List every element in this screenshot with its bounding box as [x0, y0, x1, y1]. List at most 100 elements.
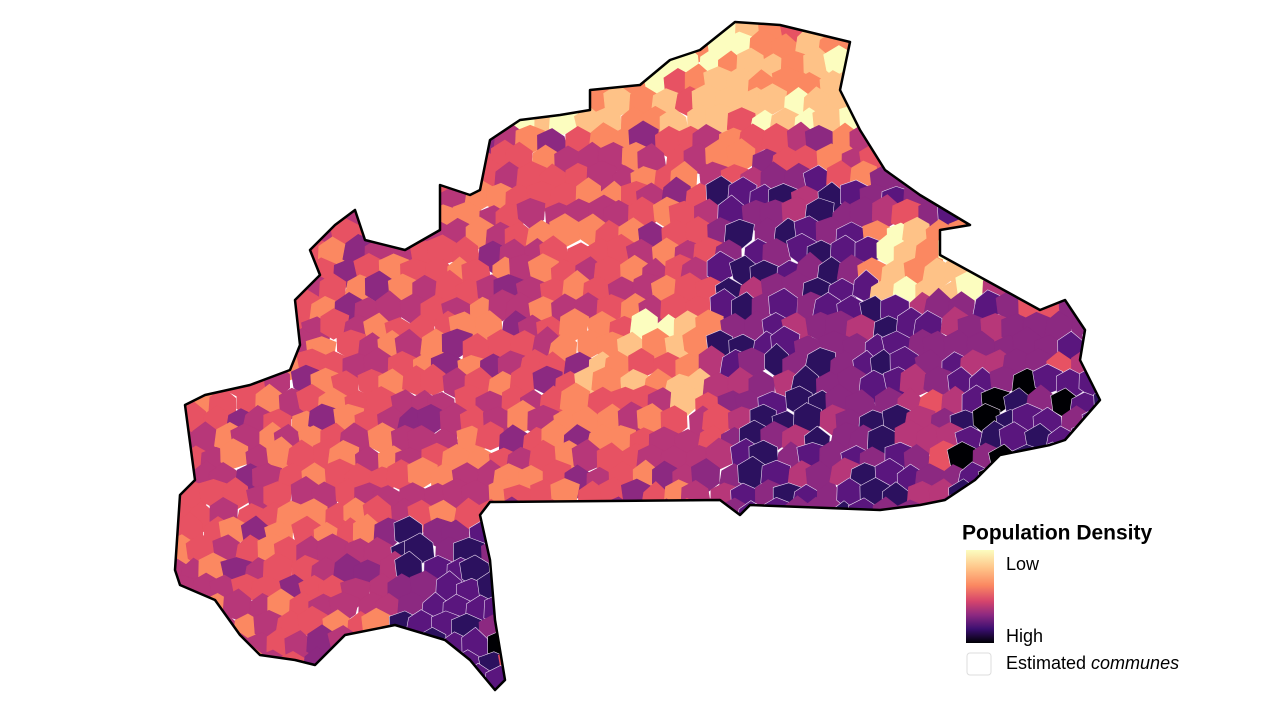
commune	[175, 574, 197, 603]
commune	[235, 197, 265, 231]
commune	[518, 22, 548, 48]
commune	[540, 648, 572, 684]
commune	[1055, 148, 1088, 177]
commune	[663, 557, 695, 589]
legend-estimated-italic: communes	[1091, 653, 1179, 673]
commune	[660, 589, 692, 625]
commune	[188, 161, 217, 195]
commune	[1045, 613, 1075, 646]
commune	[923, 71, 953, 105]
commune	[299, 50, 330, 84]
commune	[175, 22, 183, 31]
commune	[252, 22, 281, 49]
commune	[189, 47, 220, 84]
commune	[275, 195, 307, 230]
commune	[915, 22, 947, 45]
commune	[175, 47, 199, 84]
commune	[229, 120, 260, 153]
commune	[178, 109, 210, 142]
commune	[430, 90, 459, 122]
commune	[224, 297, 255, 331]
commune	[390, 50, 419, 82]
commune	[175, 49, 178, 84]
commune	[363, 200, 395, 230]
commune	[813, 634, 842, 664]
commune	[375, 627, 406, 659]
commune	[488, 556, 520, 588]
commune	[899, 35, 931, 69]
commune	[1022, 89, 1053, 121]
commune	[142, 609, 173, 643]
commune	[505, 29, 537, 65]
commune	[1093, 310, 1100, 344]
commune	[1037, 22, 1069, 25]
commune	[181, 213, 211, 248]
commune	[205, 29, 232, 60]
commune	[1082, 326, 1100, 359]
commune	[736, 646, 766, 678]
commune	[990, 253, 1021, 284]
commune	[175, 349, 198, 383]
commune	[175, 196, 197, 229]
commune	[251, 239, 283, 275]
commune	[917, 127, 946, 159]
commune	[752, 22, 783, 25]
commune	[419, 104, 451, 138]
commune	[423, 22, 450, 28]
commune	[659, 627, 690, 661]
commune	[752, 626, 781, 660]
commune	[857, 35, 887, 66]
commune	[357, 69, 389, 103]
commune	[850, 614, 878, 647]
commune	[371, 26, 404, 62]
commune	[453, 22, 483, 44]
commune	[1048, 122, 1079, 153]
commune	[188, 233, 220, 268]
commune	[621, 667, 651, 690]
commune	[571, 666, 602, 690]
commune	[438, 71, 471, 101]
commune	[230, 238, 258, 274]
commune	[454, 48, 484, 83]
commune	[804, 645, 834, 679]
commune	[847, 646, 878, 679]
commune	[1037, 550, 1066, 584]
commune	[881, 22, 913, 29]
commune	[496, 575, 528, 608]
commune	[1023, 573, 1054, 609]
commune	[1022, 236, 1054, 270]
commune	[549, 668, 580, 690]
commune	[477, 88, 509, 118]
commune	[175, 400, 184, 435]
commune	[971, 142, 1003, 174]
commune	[594, 590, 624, 622]
commune	[146, 13, 175, 48]
commune	[411, 200, 442, 233]
commune	[188, 607, 218, 641]
commune	[617, 519, 648, 551]
commune	[1088, 86, 1100, 121]
commune	[1002, 196, 1033, 228]
commune	[1084, 477, 1100, 510]
commune	[729, 592, 758, 626]
commune	[1020, 160, 1053, 191]
commune	[525, 667, 557, 690]
commune	[1093, 387, 1100, 419]
commune	[472, 52, 504, 84]
legend-estimated-swatch	[966, 652, 992, 676]
commune	[510, 593, 539, 629]
commune	[665, 22, 690, 27]
commune	[354, 630, 384, 665]
commune	[991, 145, 1018, 182]
commune	[210, 125, 239, 158]
commune	[637, 522, 665, 554]
commune	[619, 31, 651, 63]
commune	[1107, 33, 1135, 67]
commune	[1104, 373, 1135, 403]
commune	[192, 648, 222, 682]
commune	[562, 571, 592, 604]
commune	[331, 180, 362, 212]
commune	[900, 593, 932, 626]
commune	[142, 238, 171, 270]
commune	[669, 608, 701, 642]
